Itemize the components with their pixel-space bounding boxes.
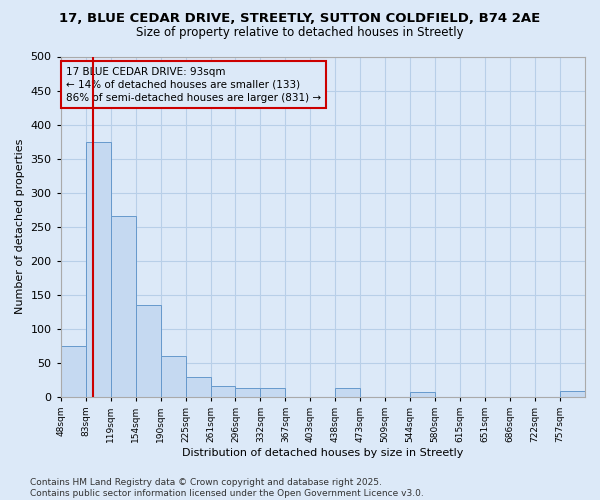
- Bar: [410, 392, 435, 396]
- Bar: [161, 356, 185, 397]
- Bar: [136, 304, 161, 396]
- Text: 17 BLUE CEDAR DRIVE: 93sqm
← 14% of detached houses are smaller (133)
86% of sem: 17 BLUE CEDAR DRIVE: 93sqm ← 14% of deta…: [66, 66, 321, 103]
- Bar: [260, 388, 286, 396]
- Bar: [185, 378, 211, 396]
- Y-axis label: Number of detached properties: Number of detached properties: [15, 139, 25, 314]
- Bar: [61, 346, 86, 397]
- Bar: [235, 388, 260, 396]
- Bar: [335, 388, 361, 396]
- Bar: [211, 386, 235, 396]
- Text: 17, BLUE CEDAR DRIVE, STREETLY, SUTTON COLDFIELD, B74 2AE: 17, BLUE CEDAR DRIVE, STREETLY, SUTTON C…: [59, 12, 541, 26]
- X-axis label: Distribution of detached houses by size in Streetly: Distribution of detached houses by size …: [182, 448, 464, 458]
- Text: Contains HM Land Registry data © Crown copyright and database right 2025.
Contai: Contains HM Land Registry data © Crown c…: [30, 478, 424, 498]
- Text: Size of property relative to detached houses in Streetly: Size of property relative to detached ho…: [136, 26, 464, 39]
- Bar: [86, 142, 110, 396]
- Bar: [110, 216, 136, 396]
- Bar: [560, 391, 585, 396]
